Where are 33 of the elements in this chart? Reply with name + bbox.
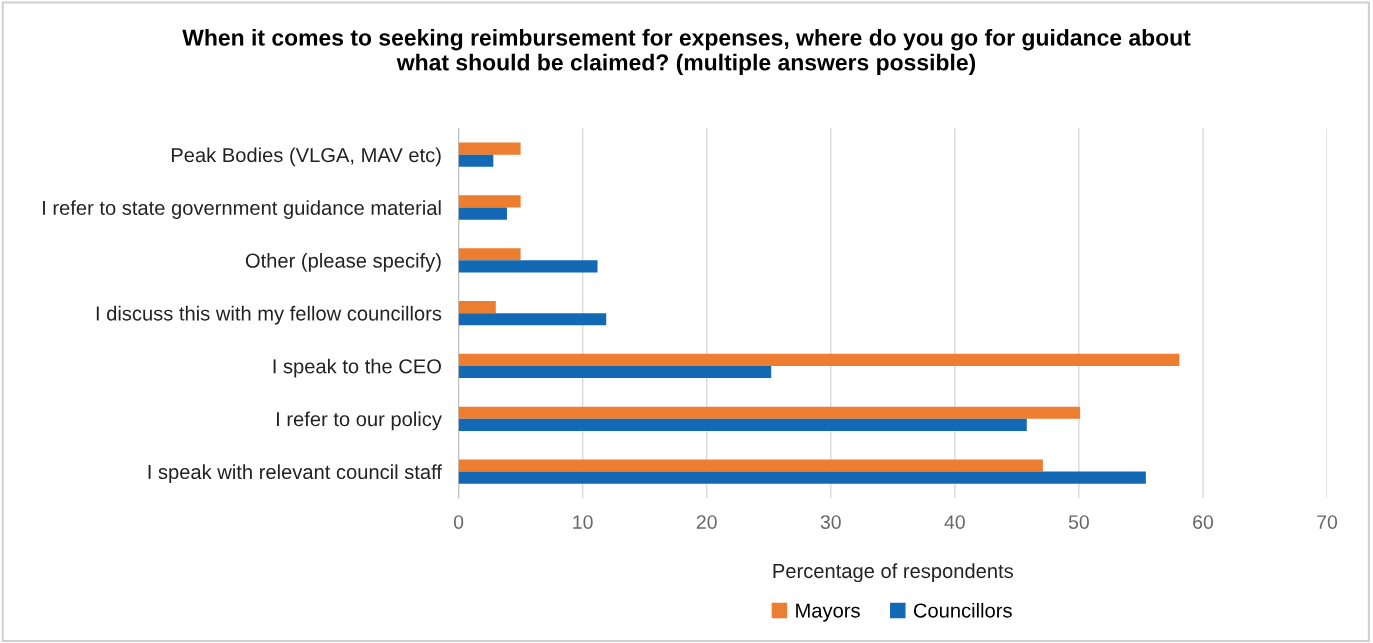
x-axis-title: Percentage of respondents — [773, 563, 1013, 583]
y-tick-label: I refer to state government guidance material — [43, 200, 441, 219]
bar — [458, 406, 1081, 419]
y-tick-label: Peak Bodies (VLGA, MAV etc) — [171, 147, 441, 167]
bar — [458, 300, 496, 314]
bar — [458, 195, 521, 208]
y-tick-label: I speak with relevant council staff — [148, 464, 442, 484]
bar — [458, 142, 521, 155]
x-tick-label: 60 — [1193, 515, 1213, 529]
bar — [458, 207, 507, 220]
bar — [458, 248, 521, 261]
x-tick-label: 20 — [696, 515, 717, 529]
y-tick-label: I discuss this with my fellow councillors — [96, 305, 442, 325]
bar — [458, 260, 598, 273]
chart-title: When it comes to seeking reimbursement for expenses, where do you go for guidance about what should be claimed? (multiple answers possible) — [182, 28, 1191, 76]
x-tick-label: 10 — [573, 515, 593, 529]
x-tick-label: 30 — [820, 515, 841, 529]
legend-label: Councillors — [913, 602, 1012, 618]
bar — [458, 154, 494, 167]
bar — [458, 418, 1027, 431]
bar — [458, 459, 1043, 472]
bar — [458, 471, 1146, 484]
y-tick-label: Other (please specify) — [245, 253, 441, 272]
bar — [458, 353, 1180, 366]
y-tick-label: I refer to our policy — [277, 411, 442, 431]
y-tick-label: I speak to the CEO — [273, 358, 441, 378]
x-tick-label: 50 — [1068, 515, 1089, 529]
bar — [458, 313, 607, 326]
x-tick-label: 70 — [1317, 515, 1338, 529]
legend-label: Mayors — [796, 603, 860, 622]
x-tick-label: 40 — [944, 515, 965, 529]
bar — [458, 365, 772, 379]
x-tick-label: 0 — [453, 515, 464, 529]
